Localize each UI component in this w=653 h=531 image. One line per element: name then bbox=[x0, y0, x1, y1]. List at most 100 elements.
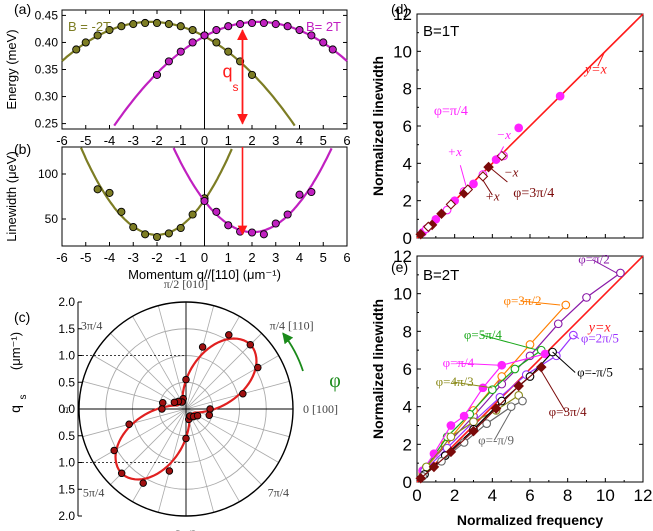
data-point bbox=[518, 396, 527, 406]
angle-label: 5π/4 bbox=[83, 486, 104, 500]
x-tick-label: -1 bbox=[175, 133, 187, 148]
y-tick-label: 0.45 bbox=[35, 8, 59, 22]
label-pointer bbox=[482, 179, 493, 196]
y-equals-x-label: y=x bbox=[583, 63, 608, 78]
data-point bbox=[271, 20, 280, 29]
x-tick-label: 0 bbox=[201, 133, 208, 148]
x-tick-label: -2 bbox=[151, 133, 163, 148]
data-point bbox=[555, 91, 565, 101]
x-tick-label: 0 bbox=[201, 250, 208, 265]
fit-curve bbox=[79, 147, 233, 236]
data-point bbox=[490, 403, 502, 414]
label-plus-x: +x bbox=[485, 189, 500, 204]
data-point bbox=[206, 405, 214, 413]
x-tick-label: -3 bbox=[127, 133, 139, 148]
data-point bbox=[129, 223, 138, 232]
r-tick-label: 0.5 bbox=[58, 429, 75, 443]
x-tick-label: 1 bbox=[225, 250, 232, 265]
panel-a: 0.25 0.30 0.35 0.40 0.45 Energy (meV) B = -2T B… bbox=[4, 1, 351, 148]
x-tick-label: -1 bbox=[175, 250, 187, 265]
data-point bbox=[442, 205, 452, 215]
data-point bbox=[307, 187, 316, 197]
data-point bbox=[224, 221, 233, 230]
data-point bbox=[482, 419, 492, 428]
data-point bbox=[259, 18, 268, 28]
series-label: φ=4π/3 bbox=[436, 374, 474, 389]
data-point bbox=[212, 207, 221, 216]
label-pointer bbox=[520, 300, 561, 306]
label-phi-3pi4: φ=3π/4 bbox=[513, 186, 554, 201]
data-point bbox=[446, 421, 456, 430]
data-point bbox=[93, 31, 102, 40]
y-tick-label: 0.25 bbox=[35, 117, 59, 131]
series-label: φ=-π/9 bbox=[478, 432, 514, 447]
data-point bbox=[164, 57, 173, 66]
data-point bbox=[254, 363, 262, 372]
data-point bbox=[415, 228, 427, 240]
y-tick-label: 2 bbox=[403, 435, 412, 454]
data-point bbox=[200, 196, 209, 206]
x-tick-label: 3 bbox=[272, 133, 279, 148]
data-point bbox=[506, 402, 516, 412]
label-pointer bbox=[591, 259, 617, 274]
data-point bbox=[224, 22, 233, 31]
data-point bbox=[198, 343, 207, 351]
panel-b: -6 -5 -4 -3 -2 -1 0 1 2 3 4 5 6 50 100 Linewidth (μeV) M… bbox=[4, 141, 351, 282]
x-tick-label: -5 bbox=[80, 250, 92, 265]
series-line bbox=[425, 349, 542, 468]
data-point bbox=[246, 340, 255, 349]
r-tick-label: 2.0 bbox=[58, 509, 75, 523]
data-point bbox=[469, 179, 478, 189]
x-tick-label: -6 bbox=[56, 133, 68, 148]
data-point bbox=[105, 188, 114, 197]
series-label: φ=3π/2 bbox=[503, 293, 541, 308]
y-tick-label: 4 bbox=[403, 398, 412, 417]
data-point bbox=[514, 123, 524, 133]
y-axis-label-subscript: s bbox=[18, 395, 29, 400]
data-point bbox=[247, 18, 257, 28]
data-point bbox=[164, 20, 173, 29]
x-tick-label: 8 bbox=[563, 486, 572, 505]
label-pointer bbox=[597, 52, 605, 67]
x-tick-label: 1 bbox=[225, 133, 232, 148]
y-tick-label: 4 bbox=[403, 154, 412, 173]
angle-label: 3π/4 bbox=[81, 318, 102, 332]
series-label: φ=π/2 bbox=[578, 252, 610, 267]
label-pointer bbox=[452, 381, 493, 389]
y-tick-label: 0.40 bbox=[35, 35, 59, 49]
data-point bbox=[483, 161, 494, 173]
panel-label: (d) bbox=[391, 1, 408, 17]
data-point bbox=[139, 479, 147, 487]
data-point bbox=[510, 364, 520, 374]
label-phi-pi4: φ=π/4 bbox=[434, 104, 468, 119]
y-tick-label: 8 bbox=[403, 322, 412, 341]
panel-label: (a) bbox=[14, 1, 31, 17]
y-tick-label: 12 bbox=[393, 5, 412, 24]
data-point bbox=[431, 214, 441, 224]
data-point bbox=[468, 425, 479, 437]
panel-label: (b) bbox=[14, 141, 31, 157]
label-pointer bbox=[552, 351, 576, 373]
y-tick-label: 8 bbox=[403, 80, 412, 99]
series-label: φ=2π/5 bbox=[581, 331, 619, 346]
data-point bbox=[561, 300, 571, 310]
y-equals-x-line bbox=[416, 255, 644, 483]
y-tick-label: 0 bbox=[403, 473, 412, 492]
label-pointer bbox=[490, 167, 508, 183]
data-point bbox=[497, 396, 507, 406]
y-tick-label: 12 bbox=[393, 247, 412, 266]
data-point bbox=[81, 38, 90, 47]
data-point bbox=[152, 70, 162, 79]
y-tick-label: 10 bbox=[393, 42, 412, 61]
y-tick-label: 0.30 bbox=[35, 90, 59, 104]
data-point bbox=[225, 331, 233, 339]
x-tick-label: 12 bbox=[634, 486, 653, 505]
label-minus-x: −x bbox=[496, 127, 511, 142]
data-point bbox=[212, 25, 221, 35]
x-tick-label: 2 bbox=[248, 133, 255, 148]
label-plus-x: +x bbox=[447, 144, 462, 159]
r-tick-label: 0.0 bbox=[58, 402, 75, 416]
data-point bbox=[129, 20, 138, 29]
qs-label: q bbox=[222, 62, 232, 82]
data-point bbox=[445, 446, 457, 458]
